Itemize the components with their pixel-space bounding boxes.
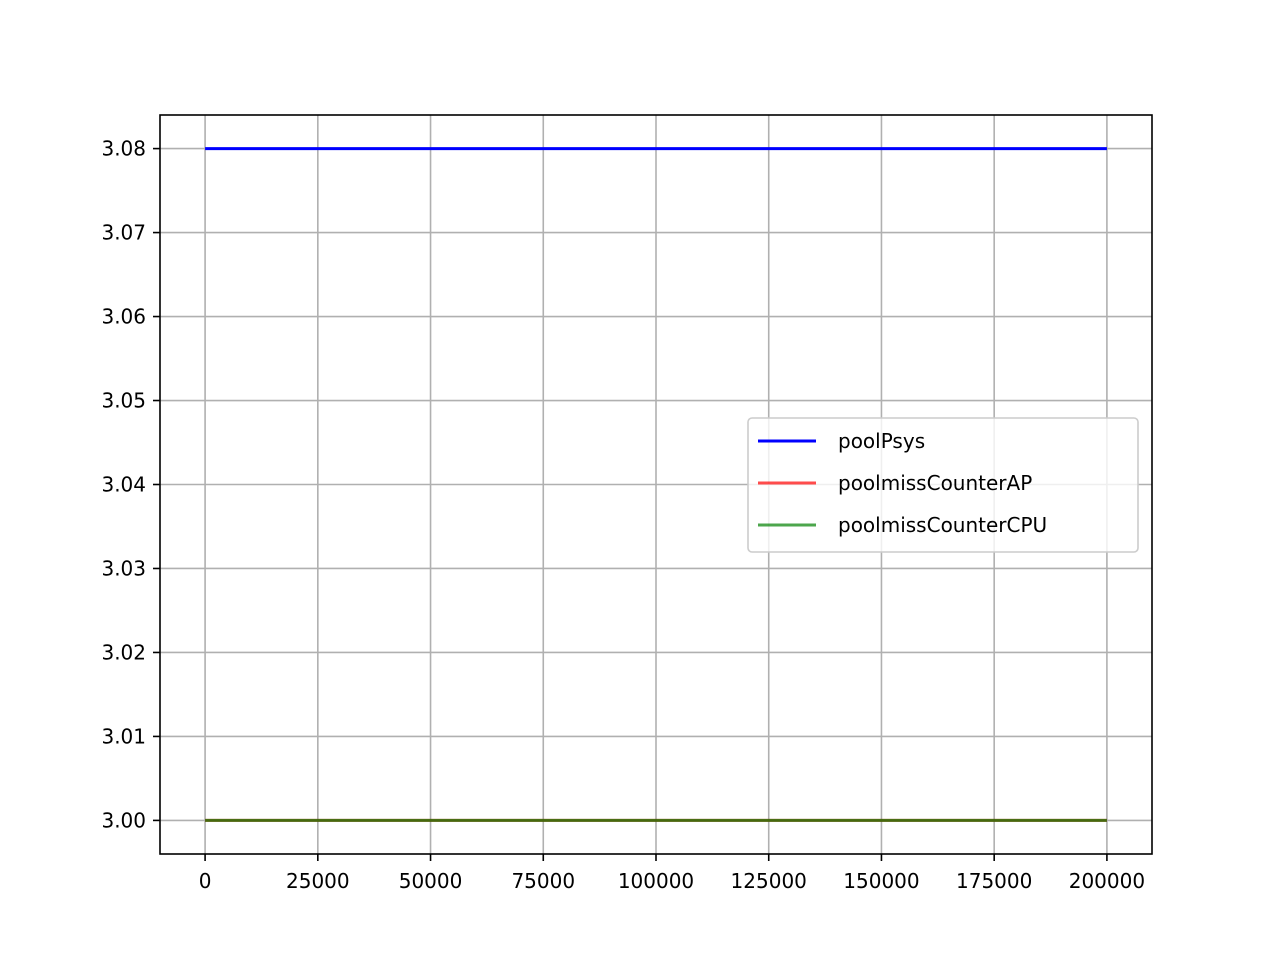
- legend-box: [747, 417, 1139, 553]
- x-tick-label: 50000: [399, 869, 463, 893]
- x-tick-label: 0: [199, 869, 212, 893]
- y-tick-label: 3.05: [101, 389, 146, 413]
- y-tick-label: 3.07: [101, 221, 146, 245]
- y-tick-label: 3.02: [101, 640, 146, 664]
- y-tick-label: 3.04: [101, 473, 146, 497]
- x-tick-label: 150000: [843, 869, 919, 893]
- y-tick-label: 3.03: [101, 556, 146, 580]
- legend-label-poolPsys: poolPsys: [838, 429, 925, 453]
- x-tick-label: 25000: [286, 869, 350, 893]
- legend: poolPsys poolmissCounterAP poolmissCounter…: [747, 417, 1139, 553]
- x-tick-label: 125000: [731, 869, 807, 893]
- x-tick-label: 100000: [618, 869, 694, 893]
- y-tick-label: 3.01: [101, 724, 146, 748]
- x-tick-label: 75000: [511, 869, 575, 893]
- series-group: [205, 147, 1107, 822]
- legend-label-poolmissCounterCPU: poolmissCounterCPU: [838, 513, 1047, 537]
- y-tick-label: 3.00: [101, 808, 146, 832]
- y-tick-label: 3.06: [101, 305, 146, 329]
- y-tick-label: 3.08: [101, 137, 146, 161]
- legend-label-poolmissCounterAP: poolmissCounterAP: [838, 471, 1032, 495]
- y-axis: 3.00 3.01 3.02 3.03 3.04 3.05 3.06 3.07 3.08: [101, 137, 160, 832]
- x-axis: 0 25000 50000 75000 100000 125000 150000 175000…: [199, 854, 1145, 893]
- x-tick-label: 175000: [956, 869, 1032, 893]
- x-tick-label: 200000: [1069, 869, 1145, 893]
